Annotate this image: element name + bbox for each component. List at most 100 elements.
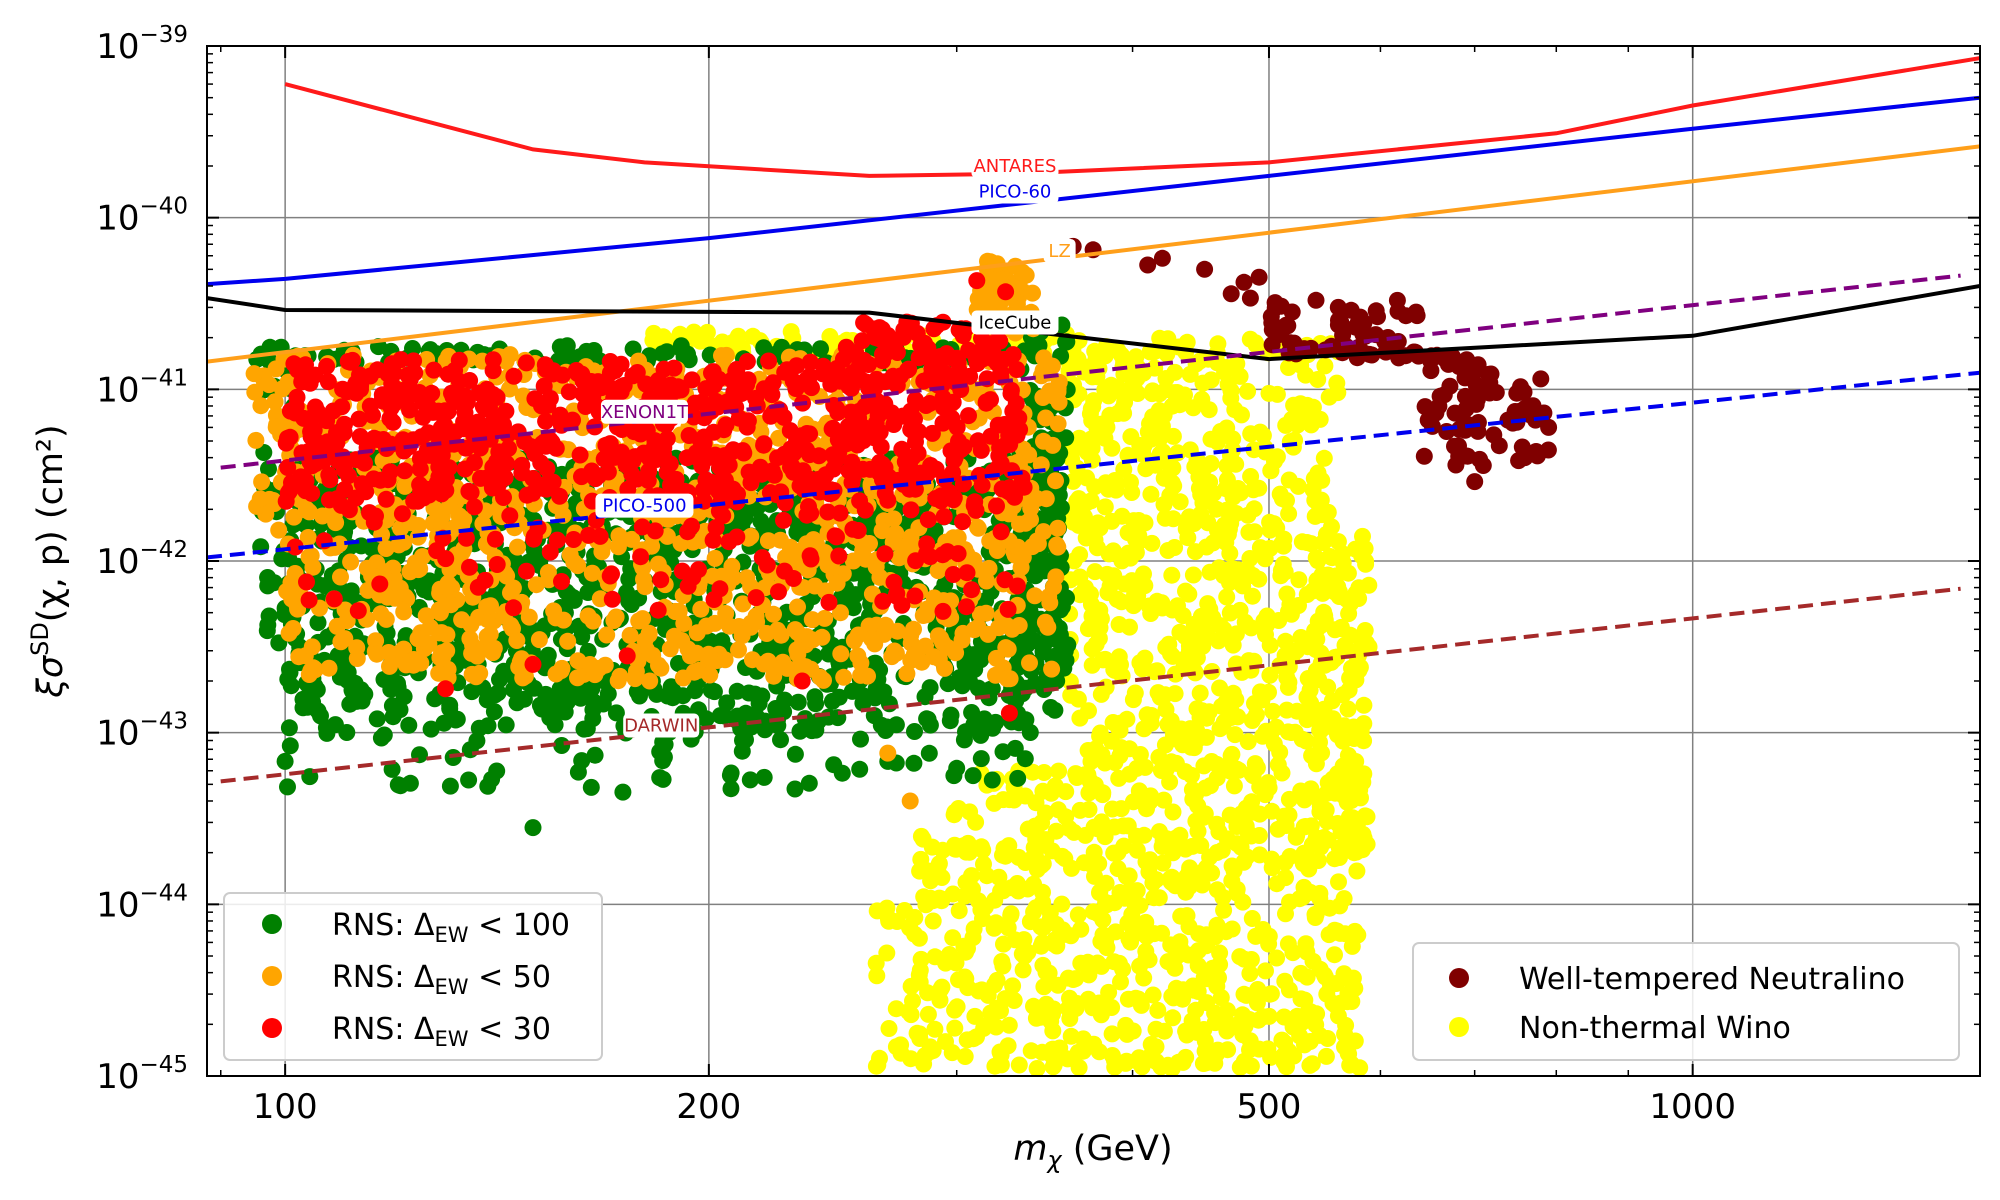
point-rns-ew-50 [482,597,499,615]
point-rns-ew-30 [972,441,990,459]
point-non-thermal-wino [1046,931,1064,949]
point-non-thermal-wino [1062,686,1080,704]
point-non-thermal-wino [1130,990,1148,1008]
point-non-thermal-wino [1296,791,1313,809]
point-rns-ew-100 [478,691,496,709]
point-non-thermal-wino [1075,508,1093,526]
point-rns-ew-50 [342,553,360,571]
point-rns-ew-30 [339,353,357,370]
point-non-thermal-wino [782,323,800,341]
point-rns-ew-30 [484,362,502,380]
point-rns-ew-50 [704,567,722,585]
point-non-thermal-wino [1059,1050,1077,1068]
point-rns-ew-50 [336,601,354,619]
point-rns-ew-30 [824,419,842,437]
point-non-thermal-wino [1223,857,1241,875]
point-rns-ew-30 [693,457,711,475]
point-rns-ew-30 [765,466,783,484]
point-rns-ew-30 [762,407,780,425]
point-rns-ew-50 [969,519,987,537]
point-rns-ew-30 [998,482,1016,500]
point-rns-ew-30 [707,392,725,410]
point-rns-ew-100 [426,690,444,708]
point-non-thermal-wino [1242,425,1260,443]
point-rns-ew-50 [569,652,587,670]
point-rns-ew-30 [518,486,536,504]
point-non-thermal-wino [1327,582,1345,599]
point-rns-ew-100 [447,711,465,729]
point-rns-ew-50 [439,574,457,592]
point-non-thermal-wino [1241,1032,1259,1050]
point-non-thermal-wino [1126,521,1144,539]
point-non-thermal-wino [1296,1036,1313,1054]
point-rns-ew-100 [655,748,673,766]
point-non-thermal-wino [1320,926,1338,944]
point-non-thermal-wino [1310,671,1328,688]
point-rns-ew-100 [391,701,409,719]
point-non-thermal-wino [1153,838,1171,855]
point-non-thermal-wino [1131,896,1149,914]
point-non-thermal-wino [1177,1048,1195,1066]
point-non-thermal-wino [1034,956,1052,974]
point-non-thermal-wino [1105,844,1123,862]
point-non-thermal-wino [1010,1056,1028,1074]
point-non-thermal-wino [1195,969,1213,986]
point-rns-ew-50 [598,626,616,644]
point-non-thermal-wino [1143,1046,1160,1064]
point-rns-ew-100 [654,345,671,363]
point-non-thermal-wino [1124,1022,1142,1040]
point-rns-ew-50 [805,531,822,549]
point-non-thermal-wino [1268,875,1286,893]
point-non-thermal-wino [1204,1051,1222,1069]
point-non-thermal-wino [1202,371,1220,389]
point-rns-ew-100 [820,708,837,726]
point-rns-ew-30 [720,456,738,474]
point-non-thermal-wino [1032,937,1050,955]
point-non-thermal-wino [1082,492,1100,510]
point-rns-ew-50 [527,576,545,594]
point-non-thermal-wino [1276,647,1294,664]
point-non-thermal-wino [867,954,885,972]
point-rns-ew-50 [626,670,644,688]
point-non-thermal-wino [1211,720,1229,738]
point-rns-ew-30 [400,381,418,399]
point-non-thermal-wino [1171,623,1189,641]
point-non-thermal-wino [1210,823,1228,841]
point-rns-ew-100 [963,704,981,721]
point-rns-ew-30 [783,458,801,476]
point-non-thermal-wino [1094,784,1112,802]
point-rns-ew-100 [573,628,591,646]
point-rns-ew-100 [906,723,923,740]
point-non-thermal-wino [916,1047,934,1065]
point-non-thermal-wino [1037,804,1054,822]
point-non-thermal-wino [1005,992,1023,1009]
point-non-thermal-wino [1301,1056,1319,1074]
point-rns-ew-100 [329,646,347,664]
point-rns-ew-30 [495,489,512,506]
point-rns-ew-100 [722,780,740,798]
point-non-thermal-wino [1097,678,1115,696]
point-rns-ew-100 [294,699,312,717]
point-non-thermal-wino [1053,895,1071,913]
point-rns-ew-30 [446,423,464,441]
point-rns-ew-100 [983,771,1001,789]
point-non-thermal-wino [1149,684,1167,702]
point-rns-ew-100 [401,774,419,792]
point-rns-ew-100 [461,741,479,759]
point-non-thermal-wino [922,889,939,907]
point-rns-ew-30 [977,394,995,412]
point-rns-ew-30 [335,424,353,442]
point-rns-ew-100 [524,819,542,837]
point-non-thermal-wino [871,1049,888,1067]
point-rns-ew-50 [879,744,897,762]
point-rns-ew-50 [245,365,263,383]
point-non-thermal-wino [1159,542,1177,559]
point-rns-ew-50 [789,598,806,616]
point-non-thermal-wino [1254,1008,1272,1026]
point-rns-ew-30 [840,378,858,395]
point-non-thermal-wino [1328,648,1346,666]
point-rns-ew-50 [453,611,471,629]
point-non-thermal-wino [1071,709,1089,727]
point-rns-ew-100 [259,569,277,586]
point-non-thermal-wino [1341,1056,1359,1074]
